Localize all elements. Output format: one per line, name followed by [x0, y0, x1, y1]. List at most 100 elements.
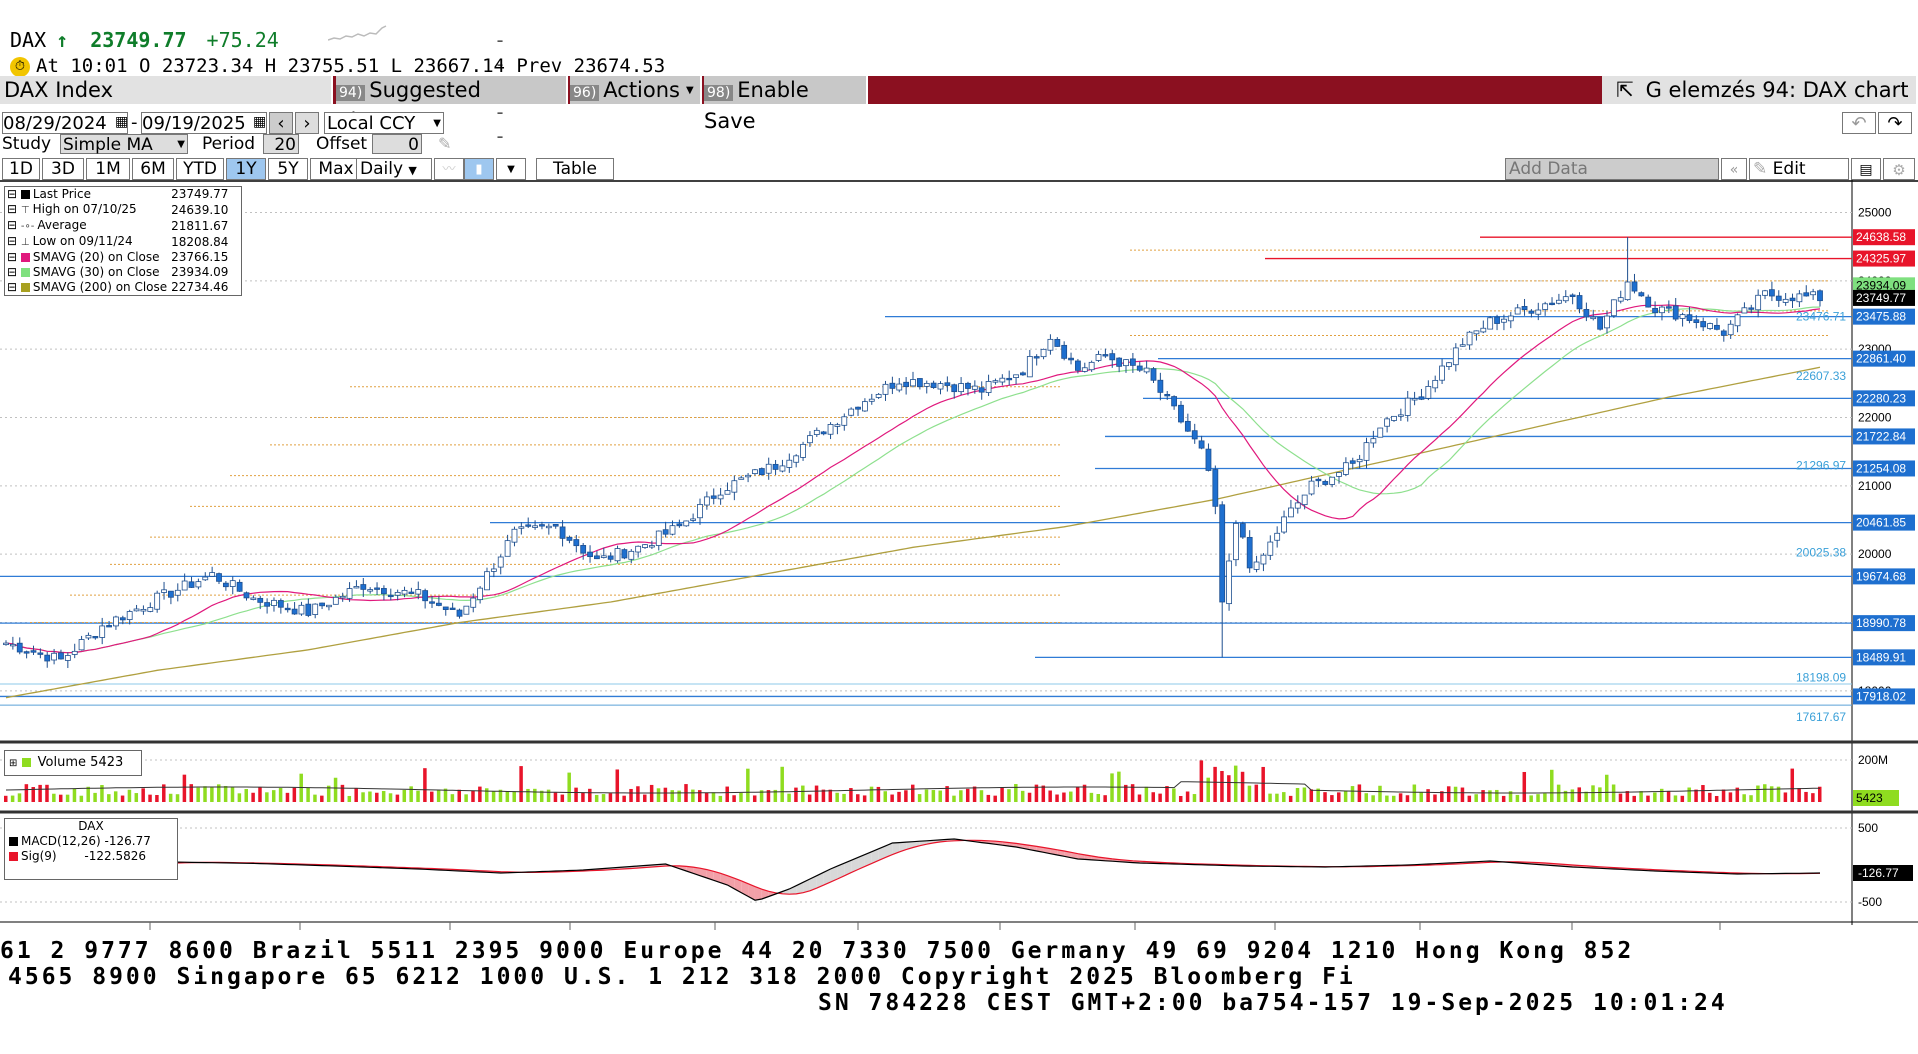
candle-body — [697, 504, 703, 519]
security-field[interactable]: DAX Index — [0, 76, 333, 104]
line-chart-icon[interactable]: 〰 — [434, 158, 464, 180]
add-data-input[interactable]: Add Data — [1505, 158, 1719, 180]
candle-body — [367, 589, 374, 592]
volume-bar — [10, 795, 15, 802]
chart-type-dropdown[interactable]: ▼ — [496, 158, 526, 180]
end-date-input[interactable]: 09/19/2025 — [141, 112, 267, 134]
bar-chart-icon[interactable]: ▮ — [464, 158, 494, 180]
candle-body — [1707, 323, 1713, 329]
collapse-icon[interactable]: « — [1721, 158, 1747, 180]
volume-bar — [519, 766, 523, 802]
chart-title-button[interactable]: ⇱ G elemzés 94: DAX chart — [1602, 76, 1918, 104]
redo-button[interactable]: ↷ — [1878, 112, 1912, 134]
volume-bar — [182, 774, 187, 802]
volume-bar — [1082, 784, 1087, 802]
volume-bar — [1433, 794, 1437, 802]
volume-bar — [993, 795, 997, 802]
candle-body — [841, 416, 848, 426]
price-tick-label: 22000 — [1858, 411, 1892, 425]
volume-bar — [1756, 785, 1760, 802]
candle-body — [1762, 290, 1768, 296]
candle-body — [1033, 356, 1040, 359]
candle-body — [271, 599, 277, 606]
legend-table: ⊟ Last Price 23749.77 ⊟ ⊤ High on 07/10/25 2… — [5, 187, 230, 295]
next-period-button[interactable]: › — [295, 112, 319, 134]
candle-body — [600, 555, 607, 558]
price-chart[interactable]: 2500024000230002200021000200001900018000… — [0, 180, 1918, 930]
price-legend[interactable]: ⊟ Last Price 23749.77 ⊟ ⊤ High on 07/10/25 2… — [4, 186, 242, 296]
volume-bar — [168, 793, 173, 802]
currency-select[interactable]: Local CCY ▼ — [324, 112, 444, 134]
volume-bar — [1604, 774, 1609, 802]
volume-bar — [1378, 785, 1382, 802]
volume-bar — [17, 793, 22, 802]
candle-body — [1239, 523, 1246, 538]
price-tag-bg — [1853, 308, 1915, 325]
period-button-ytd[interactable]: YTD — [176, 158, 224, 180]
volume-bar — [24, 784, 29, 802]
legend-swatch — [20, 253, 30, 262]
volume-bar — [1178, 795, 1183, 802]
calendar-icon[interactable]: ▦ — [115, 114, 129, 130]
volume-bar — [539, 790, 544, 802]
period-button-5y[interactable]: 5Y — [268, 158, 308, 180]
volume-bar — [1694, 789, 1698, 802]
frequency-select[interactable]: Daily ▼ — [356, 158, 432, 180]
actions-button[interactable]: 96) Actions ▼ — [570, 76, 702, 104]
calendar-icon[interactable]: ▦ — [253, 114, 267, 130]
legend-swatch: -∘- — [20, 221, 35, 232]
candle-body — [1597, 316, 1604, 330]
candle-body — [1013, 374, 1019, 378]
candle-body — [1652, 307, 1658, 314]
volume-bar — [849, 788, 853, 802]
volume-bar — [629, 788, 633, 802]
period-button-1y[interactable]: 1Y — [226, 158, 266, 180]
volume-bar — [65, 794, 70, 802]
volume-bar — [375, 792, 379, 802]
start-date-input[interactable]: 08/29/2024 — [2, 112, 128, 134]
macd-legend[interactable]: DAX MACD(12,26) -126.77 Sig(9) -122.5826 — [4, 818, 178, 880]
candle-body — [477, 587, 484, 601]
volume-bar — [237, 793, 242, 802]
edit-chart-button[interactable]: ✎ Edit Chart — [1749, 158, 1849, 199]
volume-bar — [1515, 794, 1520, 802]
prev-period-button[interactable]: ‹ — [269, 112, 293, 134]
gear-icon[interactable]: ⚙ — [1883, 158, 1915, 180]
period-button-6m[interactable]: 6M — [132, 158, 174, 180]
period-button-max[interactable]: Max — [310, 158, 362, 180]
volume-bar — [1350, 786, 1355, 802]
candle-body — [387, 594, 394, 598]
volume-bar — [265, 792, 269, 802]
volume-bar — [663, 787, 668, 802]
pencil-icon[interactable]: ✎ — [438, 134, 452, 153]
offset-input[interactable]: 0 — [372, 134, 422, 155]
volume-legend[interactable]: ⊞ Volume 5423 — [4, 750, 142, 776]
candle-body — [1205, 448, 1212, 471]
period-button-1d[interactable]: 1D — [2, 158, 40, 180]
chart-settings-icon[interactable]: ▤ — [1851, 158, 1881, 180]
enable-save-button[interactable]: 98) Enable Save — [704, 76, 868, 133]
undo-button[interactable]: ↶ — [1842, 112, 1876, 134]
candle-body — [1487, 317, 1494, 330]
table-button[interactable]: Table — [536, 158, 614, 180]
candle-body — [3, 642, 9, 646]
period-input[interactable]: 20 — [263, 134, 299, 155]
volume-bar — [1165, 786, 1169, 802]
volume-bar — [1213, 766, 1217, 802]
volume-bar — [217, 784, 221, 802]
legend-value: 24639.10 — [171, 202, 229, 217]
candle-body — [435, 602, 442, 606]
candle-body — [738, 477, 745, 480]
volume-bar — [677, 790, 681, 802]
sparkline — [328, 25, 387, 41]
period-button-1m[interactable]: 1M — [86, 158, 130, 180]
candle-body — [1782, 298, 1789, 303]
study-select[interactable]: Simple MA ▼ — [60, 134, 188, 155]
volume-bar — [443, 788, 448, 802]
macd-fill — [754, 886, 762, 901]
volume-bar — [1185, 791, 1190, 802]
candle-body — [1150, 368, 1157, 381]
period-button-3d[interactable]: 3D — [42, 158, 84, 180]
macd-fill — [734, 878, 742, 893]
suggested-charts-button[interactable]: 94)Suggested Charts▼ — [336, 76, 568, 133]
